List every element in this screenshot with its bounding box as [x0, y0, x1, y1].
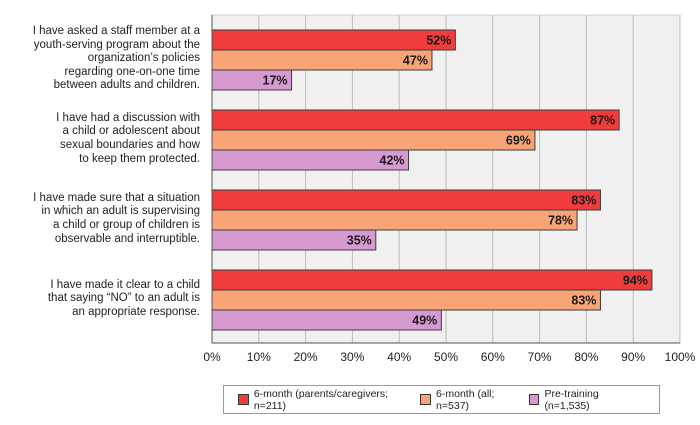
legend-item: 6-month (all; n=537) [420, 388, 528, 412]
category-label-line: I have made sure that a situation [33, 191, 200, 204]
bar [211, 109, 620, 131]
bar-value-label: 47% [403, 54, 428, 68]
category-label-line: between adults and children. [53, 79, 200, 92]
legend-item: Pre-training (n=1,535) [528, 387, 645, 412]
bar [211, 29, 456, 51]
bar [211, 289, 601, 311]
legend-label: 6-month (all; n=537) [436, 387, 495, 412]
category-label-line: regarding one-on-one time [64, 65, 200, 78]
bar-value-label: 52% [426, 34, 451, 48]
x-tick-label: 70% [528, 350, 552, 364]
legend-label: 6-month (parents/caregivers; n=211) [253, 387, 389, 412]
bar [211, 129, 536, 151]
bar-value-label: 42% [380, 154, 405, 168]
bar [211, 269, 653, 291]
category-label-line: sexual boundaries and how [59, 138, 200, 151]
bar [211, 209, 578, 231]
category-label-line: to keep them protected. [79, 152, 200, 165]
bar-value-label: 94% [623, 274, 648, 288]
bar-value-label: 83% [571, 294, 596, 308]
category-label: I have had a discussion with a child or a… [0, 112, 200, 166]
category-label-line: a child or group of children is [52, 218, 200, 231]
x-tick-label: 10% [247, 350, 271, 364]
x-tick-label: 100% [665, 350, 696, 364]
legend-label: Pre-training (n=1,535) [544, 387, 599, 412]
x-tick-label: 0% [203, 350, 221, 364]
category-label-line: in which an adult is supervising [41, 205, 200, 218]
category-label: I have made sure that a situation in whic… [0, 192, 200, 246]
bar-value-label: 87% [590, 114, 615, 128]
category-label: I have made it clear to a child that sayi… [0, 279, 200, 320]
legend-item: 6-month (parents/caregivers; n=211) [238, 388, 420, 412]
bar-value-label: 49% [412, 314, 437, 328]
bar-value-label: 35% [347, 234, 372, 248]
x-tick-label: 20% [294, 350, 318, 364]
bar [211, 49, 433, 71]
legend-swatch [528, 394, 540, 405]
category-label-line: observable and interruptible. [54, 232, 200, 245]
category-label-line: I have asked a staff member at a [32, 25, 200, 37]
x-tick-label: 60% [481, 350, 505, 364]
bar-value-label: 17% [263, 74, 288, 88]
legend-swatch [420, 394, 432, 405]
legend-swatch [238, 394, 249, 405]
x-tick-label: 40% [387, 350, 411, 364]
x-tick-label: 80% [574, 350, 598, 364]
category-label-line: an appropriate response. [72, 305, 200, 318]
category-label-line: I have made it clear to a child [50, 278, 200, 291]
legend: 6-month (parents/caregivers; n=211) 6-mon… [223, 385, 660, 414]
category-label-line: organization’s policies [87, 52, 200, 65]
bar [211, 189, 601, 211]
x-tick-label: 90% [621, 350, 645, 364]
bar-value-label: 69% [506, 134, 531, 148]
x-tick-label: 50% [434, 350, 458, 364]
category-label-line: youth-serving program about the [33, 38, 200, 51]
category-label-line: I have had a discussion with [56, 111, 200, 124]
bar-value-label: 78% [548, 214, 573, 228]
bar [211, 309, 442, 331]
category-label: I have asked a staff member at a youth-se… [0, 25, 200, 93]
category-label-line: that saying “NO” to an adult is [47, 292, 200, 305]
bar-value-label: 83% [571, 194, 596, 208]
category-label-line: a child or adolescent about [62, 125, 200, 138]
x-tick-label: 30% [340, 350, 364, 364]
